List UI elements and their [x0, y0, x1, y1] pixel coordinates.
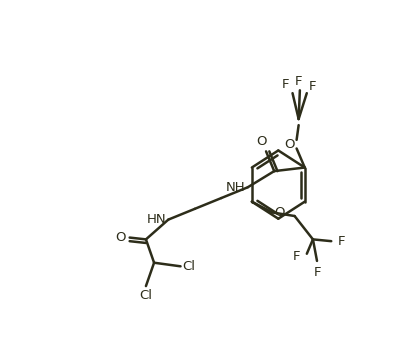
Text: F: F — [292, 250, 300, 263]
Text: HN: HN — [146, 213, 166, 226]
Text: Cl: Cl — [182, 260, 195, 273]
Text: F: F — [308, 80, 316, 93]
Text: F: F — [337, 235, 344, 248]
Text: Cl: Cl — [139, 289, 152, 302]
Text: O: O — [115, 231, 125, 244]
Text: F: F — [312, 266, 320, 279]
Text: O: O — [283, 138, 294, 151]
Text: O: O — [256, 135, 267, 148]
Text: F: F — [294, 75, 302, 88]
Text: NH: NH — [225, 181, 245, 194]
Text: F: F — [281, 79, 288, 92]
Text: O: O — [274, 206, 284, 219]
